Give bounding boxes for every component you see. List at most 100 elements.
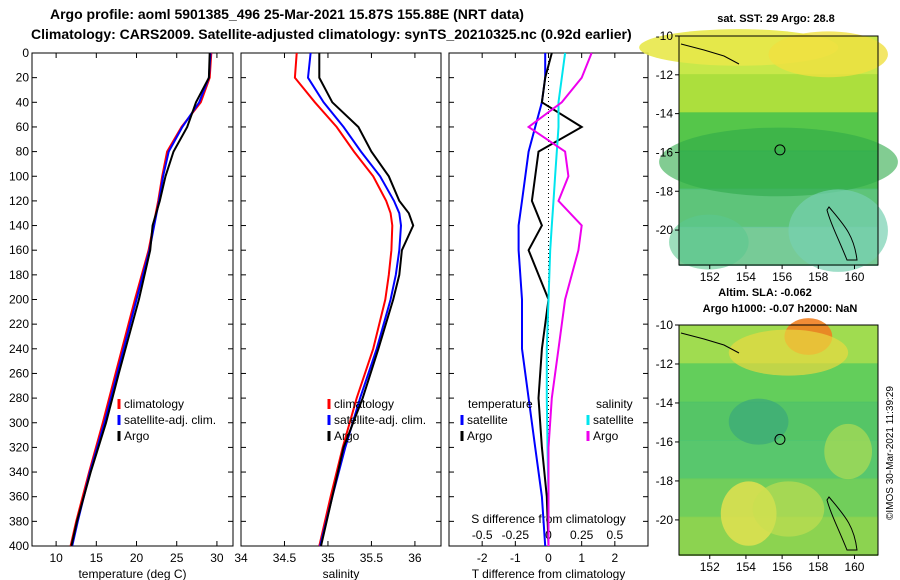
- salinity-series-argo: [318, 53, 415, 547]
- depth-tick-label: 240: [9, 342, 29, 356]
- difference-legend-label: satellite: [467, 413, 508, 427]
- sla-map-ytick-label: -14: [656, 396, 674, 410]
- sla-map-subtitle: Argo h1000: -0.07 h2000: NaN: [703, 303, 858, 315]
- temperature-legend-label: Argo: [124, 429, 150, 443]
- sst-map-ytick-label: -18: [656, 184, 674, 198]
- depth-tick-label: 280: [9, 391, 29, 405]
- difference-xlabel: T difference from climatology: [472, 567, 626, 580]
- sst-map: [639, 29, 898, 272]
- sla-map-ytick-label: -20: [656, 513, 674, 527]
- salinity-xtick-label: 36: [408, 551, 422, 565]
- sst-map-xtick-label: 156: [772, 270, 792, 284]
- salinity-xtick-label: 34: [234, 551, 248, 565]
- difference-legend-label: Argo: [467, 429, 493, 443]
- sst-map-field-patch: [659, 127, 898, 197]
- salinity-series-climatology: [293, 52, 394, 547]
- difference-xtick-label: 0: [545, 551, 552, 565]
- temperature-frame: [31, 52, 234, 547]
- difference-secondary-tick-label: -0.5: [472, 528, 493, 542]
- sla-map-ytick-label: -10: [656, 318, 674, 332]
- temperature-series-argo: [70, 52, 211, 547]
- sst-map-band: [679, 74, 878, 114]
- sla-map-xtick-label: 154: [736, 560, 756, 574]
- sst-map-field-patch: [768, 31, 888, 78]
- sla-map-xtick-label: 156: [772, 560, 792, 574]
- salinity-xlabel: salinity: [323, 567, 360, 580]
- salinity-frame: [240, 52, 442, 547]
- depth-tick-label: 380: [9, 514, 29, 528]
- difference-secondary-tick-label: 0.5: [606, 528, 623, 542]
- sst-map-profile-marker: [774, 144, 786, 156]
- temperature-xtick-label: 30: [210, 551, 224, 565]
- temperature-xlabel: temperature (deg C): [78, 567, 186, 580]
- depth-tick-label: 120: [9, 194, 29, 208]
- depth-tick-label: 100: [9, 169, 29, 183]
- sla-map-ytick-label: -16: [656, 435, 674, 449]
- sla-map-xtick-label: 160: [844, 560, 864, 574]
- figure-title-line2: Climatology: CARS2009. Satellite-adjuste…: [31, 26, 632, 42]
- sla-map-xtick-label: 158: [808, 560, 828, 574]
- sla-map-xtick-label: 152: [700, 560, 720, 574]
- sst-map-xtick-label: 152: [700, 270, 720, 284]
- salinity-legend-label: Argo: [334, 429, 360, 443]
- sst-map-ytick-label: -14: [656, 107, 674, 121]
- sst-map-field-patch: [669, 214, 749, 270]
- sst-map-reef-contour: [826, 206, 858, 261]
- sla-map-ytick-label: -12: [656, 357, 674, 371]
- difference-legend-label: satellite: [593, 413, 634, 427]
- temperature-xtick-label: 10: [49, 551, 63, 565]
- depth-tick-label: 0: [22, 46, 29, 60]
- temperature-series-satellite-adj-clim-: [71, 52, 212, 547]
- temperature-xtick-label: 15: [90, 551, 104, 565]
- depth-tick-label: 40: [16, 95, 30, 109]
- temperature-legend-label: satellite-adj. clim.: [124, 413, 216, 427]
- sst-map-ytick-label: -20: [656, 223, 674, 237]
- sla-map-field-patch: [752, 481, 825, 537]
- difference-series-t-satellite: [517, 53, 547, 547]
- temperature-legend-label: climatology: [124, 397, 184, 411]
- sst-map-ytick-label: -10: [656, 29, 674, 43]
- depth-tick-label: 220: [9, 317, 29, 331]
- depth-tick-label: 180: [9, 268, 29, 282]
- sst-map-ytick-label: -16: [656, 145, 674, 159]
- depth-tick-label: 200: [9, 293, 29, 307]
- sst-map-xtick-label: 160: [844, 270, 864, 284]
- difference-xtick-label: 2: [611, 551, 618, 565]
- difference-legend-temperature-heading: temperature: [468, 397, 533, 411]
- depth-tick-label: 300: [9, 416, 29, 430]
- difference-xtick-label: -2: [477, 551, 488, 565]
- salinity-legend-label: satellite-adj. clim.: [334, 413, 426, 427]
- depth-tick-label: 140: [9, 219, 29, 233]
- difference-legend-salinity-heading: salinity: [596, 397, 633, 411]
- depth-tick-label: 320: [9, 440, 29, 454]
- sst-map-ytick-label: -12: [656, 68, 674, 82]
- depth-tick-label: 360: [9, 490, 29, 504]
- figure-title-line1: Argo profile: aoml 5901385_496 25-Mar-20…: [50, 6, 524, 22]
- sst-map-field-patch: [788, 189, 888, 272]
- sst-map-xtick-label: 158: [808, 270, 828, 284]
- difference-series-s-satellite: [545, 52, 567, 546]
- sla-map-profile-marker: [774, 433, 786, 445]
- depth-tick-label: 20: [16, 71, 30, 85]
- difference-series-t-argo: [527, 52, 584, 547]
- difference-xtick-label: -1: [510, 551, 521, 565]
- depth-tick-label: 340: [9, 465, 29, 479]
- difference-legend-label: Argo: [593, 429, 619, 443]
- salinity-series-satellite-adj-clim-: [306, 52, 403, 547]
- sla-map-coastline: [680, 332, 740, 354]
- sla-map: [675, 318, 879, 559]
- difference-series-s-argo: [526, 52, 593, 546]
- sla-map-field-patch: [824, 423, 873, 480]
- difference-secondary-tick-label: 0.25: [570, 528, 594, 542]
- sst-map-frame: [678, 35, 879, 266]
- sla-map-frame: [678, 324, 879, 556]
- salinity-xtick-label: 35.5: [360, 551, 384, 565]
- depth-tick-label: 80: [16, 145, 30, 159]
- difference-secondary-tick-label: -0.25: [502, 528, 530, 542]
- depth-tick-label: 260: [9, 366, 29, 380]
- depth-tick-label: 160: [9, 243, 29, 257]
- salinity-xtick-label: 35: [321, 551, 335, 565]
- sla-map-title: Altim. SLA: -0.062: [718, 287, 812, 299]
- sla-map-reef-contour: [826, 496, 858, 551]
- sla-map-field-patch: [728, 398, 789, 445]
